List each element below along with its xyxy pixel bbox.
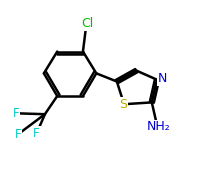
Text: F: F: [15, 128, 21, 141]
Text: S: S: [118, 98, 126, 111]
Text: F: F: [33, 127, 40, 140]
Text: F: F: [13, 107, 19, 120]
Text: Cl: Cl: [81, 17, 93, 30]
Text: N: N: [157, 72, 166, 85]
Text: NH₂: NH₂: [146, 120, 170, 133]
